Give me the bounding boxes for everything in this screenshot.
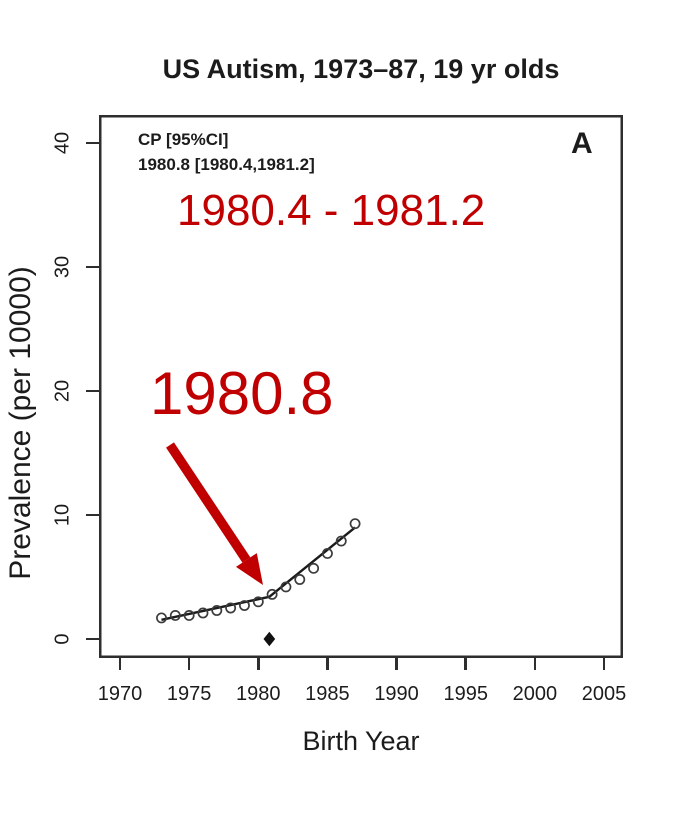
x-tick-label: 1970 xyxy=(97,683,143,705)
y-axis-tick xyxy=(86,141,99,145)
y-axis-tick xyxy=(86,637,99,641)
annotation-arrow-head-icon xyxy=(236,553,263,585)
data-point xyxy=(349,518,361,530)
data-point xyxy=(197,607,209,619)
data-point xyxy=(266,588,278,600)
x-tick-label: 1995 xyxy=(443,683,488,705)
x-axis-tick xyxy=(533,657,537,670)
y-tick-label: 40 xyxy=(51,131,74,155)
annotation-arrow xyxy=(166,442,251,563)
data-point xyxy=(321,547,333,559)
data-point xyxy=(225,602,237,614)
x-axis-tick xyxy=(257,657,260,670)
data-point xyxy=(211,605,223,616)
panel-label: A xyxy=(571,127,593,160)
y-axis-tick xyxy=(86,265,99,269)
x-tick-label: 2005 xyxy=(581,683,627,705)
data-point xyxy=(183,609,195,621)
x-tick-label: 1980 xyxy=(236,683,281,705)
x-tick-label: 1990 xyxy=(374,683,419,705)
data-point xyxy=(239,600,250,611)
plot-frame xyxy=(99,115,623,658)
x-axis-tick xyxy=(464,657,467,670)
changepoint-diamond-icon xyxy=(263,631,276,647)
data-point xyxy=(169,609,181,621)
y-axis-label: Prevalence (per 10000) xyxy=(4,266,37,580)
data-point xyxy=(294,574,306,585)
x-axis-tick xyxy=(187,657,191,670)
y-tick-label: 20 xyxy=(51,379,74,403)
x-axis-tick xyxy=(395,657,398,670)
x-axis-tick xyxy=(118,657,122,670)
data-point xyxy=(308,562,320,574)
x-axis-label: Birth Year xyxy=(302,726,420,756)
annotation-ci-range: 1980.4 - 1981.2 xyxy=(177,186,486,235)
y-axis-tick xyxy=(86,513,99,517)
data-point xyxy=(335,535,347,547)
plot-area xyxy=(99,115,623,658)
data-point xyxy=(252,596,264,608)
x-tick-label: 1985 xyxy=(305,683,350,705)
y-tick-label: 0 xyxy=(51,633,74,645)
legend-line-2: 1980.8 [1980.4,1981.2] xyxy=(138,155,315,174)
chart-title: US Autism, 1973–87, 19 yr olds xyxy=(162,54,560,84)
legend-line-1: CP [95%CI] xyxy=(138,130,229,149)
y-tick-label: 30 xyxy=(51,255,74,279)
x-tick-label: 1975 xyxy=(166,683,212,705)
y-tick-label: 10 xyxy=(51,503,74,527)
annotation-changepoint-value: 1980.8 xyxy=(150,360,334,427)
data-point xyxy=(156,612,167,624)
data-point xyxy=(280,581,292,593)
y-axis-tick xyxy=(86,389,99,393)
fit-line xyxy=(161,526,356,621)
x-axis-tick xyxy=(326,657,329,670)
x-axis-tick xyxy=(602,657,606,670)
x-tick-label: 2000 xyxy=(512,683,558,705)
